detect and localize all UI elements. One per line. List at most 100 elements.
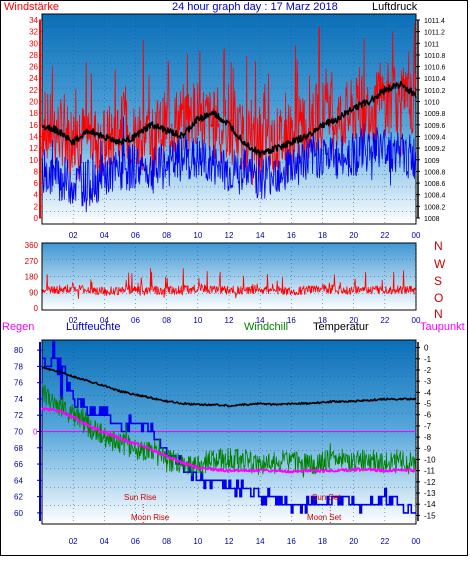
pressure-axis-tick: 1009.4	[424, 134, 446, 141]
wind-axis-tick: 10	[29, 156, 38, 165]
temperature-axis-tick: -11	[424, 467, 436, 476]
temperature-axis-tick: -4	[424, 388, 432, 397]
pressure-axis-tick: 1010.4	[424, 76, 446, 83]
windchill-label: Windchill	[244, 321, 288, 333]
pressure-axis-tick: 1011	[424, 41, 439, 48]
temperature-axis-tick: -5	[424, 400, 432, 409]
x-tick-label: 04	[100, 537, 109, 546]
humidity-axis-tick: 72	[14, 411, 23, 420]
x-tick-label: 16	[287, 537, 296, 546]
x-tick-label: 06	[131, 231, 140, 240]
temperature-axis-tick: -9	[424, 444, 432, 453]
temperature-axis-tick: -7	[424, 422, 432, 431]
pressure-axis-tick: 1010.6	[424, 65, 446, 72]
windchill-line	[41, 381, 417, 478]
wind-direction-line	[41, 268, 417, 299]
x-tick-label: 00	[412, 316, 421, 325]
temperature-axis-tick: -6	[424, 411, 432, 420]
x-tick-label: 16	[287, 316, 296, 325]
humidity-axis-tick: 76	[14, 379, 23, 388]
humidity-axis-tick: 64	[14, 476, 23, 485]
wind-axis-tick: 30	[29, 39, 38, 48]
wind-axis-tick: 34	[29, 16, 38, 25]
wind-axis-tick: 0	[34, 214, 39, 223]
wind-axis-tick: 14	[29, 132, 38, 141]
x-tick-label: 14	[256, 231, 265, 240]
temperature-axis-tick: -3	[424, 377, 432, 386]
wind-axis-tick: 16	[29, 121, 38, 130]
x-tick-label: 14	[256, 316, 265, 325]
humidity-axis-tick: 74	[14, 395, 23, 404]
x-tick-label: 22	[380, 537, 389, 546]
wind-axis-tick: 26	[29, 63, 38, 72]
x-tick-label: 18	[318, 537, 327, 546]
compass-n-top: N	[434, 239, 443, 253]
compass-w: W	[434, 257, 446, 271]
pressure-axis-tick: 1010	[424, 100, 440, 107]
dewpoint-label: Taupunkt	[420, 321, 465, 333]
humidity-label: Luftfeuchte	[66, 321, 120, 333]
wind-gust-line	[41, 22, 417, 186]
x-tick-label: 08	[162, 231, 171, 240]
temperature-axis-tick: -1	[424, 355, 432, 364]
x-tick-label: 20	[349, 316, 358, 325]
x-tick-label: 02	[69, 316, 78, 325]
wind-axis-tick: 32	[29, 28, 38, 37]
temperature-line	[41, 366, 417, 408]
air-pressure-title: Luftdruck	[372, 1, 418, 13]
x-tick-label: 06	[131, 537, 140, 546]
dewpoint-line	[41, 407, 417, 474]
x-tick-label: 12	[225, 231, 234, 240]
pressure-axis-tick: 1008.4	[424, 193, 446, 200]
x-tick-label: 14	[256, 537, 265, 546]
direction-axis-tick: 180	[25, 273, 39, 282]
temperature-axis-tick: -15	[424, 511, 436, 520]
temperature-axis-tick: -8	[424, 433, 432, 442]
x-tick-label: 08	[162, 537, 171, 546]
wind-axis-tick: 6	[34, 179, 39, 188]
x-tick-label: 10	[193, 316, 202, 325]
pressure-axis-tick: 1008.6	[424, 181, 446, 188]
pressure-axis-tick: 1009	[424, 158, 440, 165]
compass-o: O	[434, 291, 443, 305]
moon-rise-label: Moon Rise	[131, 513, 170, 522]
wind-axis-tick: 2	[34, 202, 39, 211]
pressure-axis-tick: 1010.8	[424, 53, 446, 60]
wind-axis-tick: 18	[29, 109, 38, 118]
temperature-axis-tick: -13	[424, 489, 436, 498]
wind-axis-tick: 20	[29, 98, 38, 107]
sun-rise-label: Sun Rise	[124, 493, 157, 502]
x-tick-label: 22	[380, 231, 389, 240]
pressure-axis-tick: 1010.2	[424, 88, 446, 95]
pressure-axis-tick: 1008.8	[424, 169, 446, 176]
temperature-axis-tick: -14	[424, 500, 436, 509]
temperature-axis-tick: 0	[424, 344, 429, 353]
temperature-axis-tick: -12	[424, 478, 436, 487]
x-tick-label: 18	[318, 316, 327, 325]
wind-strength-title: Windstärke	[4, 1, 59, 13]
x-tick-label: 22	[380, 316, 389, 325]
wind-mean-line	[41, 116, 417, 213]
x-tick-label: 20	[349, 537, 358, 546]
chart-title: 24 hour graph day : 17 Marz 2018	[172, 1, 338, 13]
humidity-line	[42, 341, 416, 514]
rain-label: Regen	[2, 321, 34, 333]
sun-set-label: Sun Set	[312, 493, 341, 502]
wind-axis-tick: 12	[29, 144, 38, 153]
temperature-axis-tick: -10	[424, 455, 436, 464]
direction-axis-tick: 270	[25, 257, 39, 266]
moon-set-label: Moon Set	[307, 513, 342, 522]
rain-axis-tick: 0	[33, 428, 38, 437]
pressure-axis-tick: 1009.2	[424, 146, 446, 153]
x-tick-label: 04	[100, 316, 109, 325]
x-tick-label: 18	[318, 231, 327, 240]
wind-axis-tick: 28	[29, 51, 38, 60]
direction-axis-tick: 360	[25, 241, 39, 250]
temperature-axis-tick: -2	[424, 366, 432, 375]
wind-axis-tick: 24	[29, 74, 38, 83]
pressure-axis-tick: 1011.2	[424, 30, 445, 37]
humidity-axis-tick: 62	[14, 493, 23, 502]
wind-axis-tick: 22	[29, 86, 38, 95]
x-tick-label: 02	[69, 537, 78, 546]
